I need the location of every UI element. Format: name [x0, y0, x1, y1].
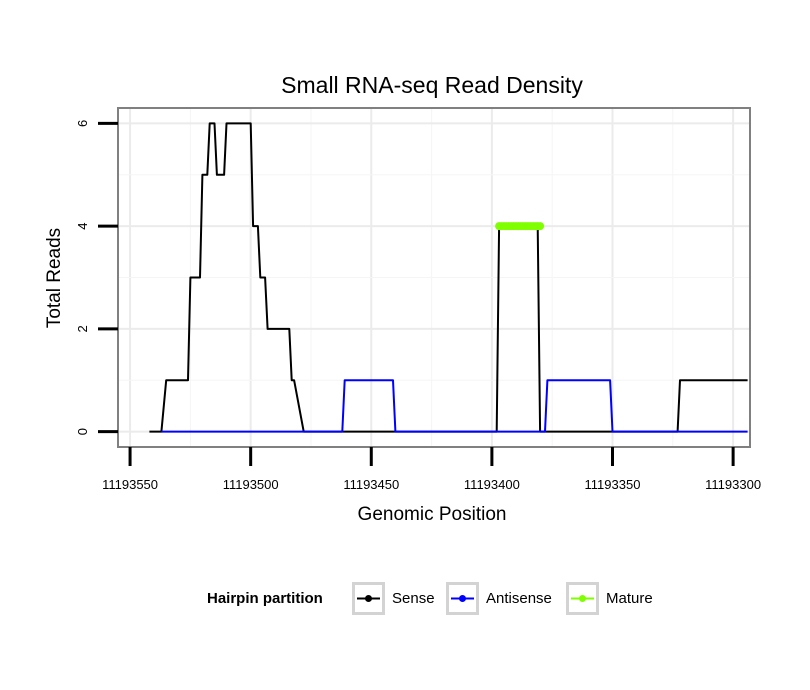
y-tick-label: 0: [75, 428, 90, 435]
legend-label-mature: Mature: [606, 590, 653, 607]
y-axis: 0 2 4 6: [75, 120, 118, 435]
x-axis: 11193550 11193500 11193450 11193400 11193350…: [102, 447, 761, 492]
x-axis-title: Genomic Position: [358, 504, 507, 525]
y-tick-label: 2: [75, 325, 90, 332]
plot-area: [117, 107, 751, 448]
legend-title: Hairpin partition: [207, 590, 323, 607]
series-line-antisense: [161, 379, 748, 433]
y-axis-title: Total Reads: [44, 228, 65, 328]
legend-key-point: [579, 595, 586, 602]
legend: Hairpin partition Sense Antisense Mature: [207, 582, 653, 615]
x-tick-label: 11193450: [343, 477, 399, 492]
x-tick-label: 11193350: [585, 477, 641, 492]
y-tick-label: 6: [75, 120, 90, 127]
x-tick-label: 11193500: [223, 477, 279, 492]
chart-title: Small RNA-seq Read Density: [281, 72, 583, 98]
x-tick-label: 11193550: [102, 477, 158, 492]
plot-border: [117, 107, 751, 448]
x-tick-label: 11193400: [464, 477, 520, 492]
legend-label-antisense: Antisense: [486, 590, 552, 607]
legend-label-sense: Sense: [392, 590, 435, 607]
legend-items: Sense Antisense Mature: [352, 582, 653, 615]
x-tick-label: 11193300: [705, 477, 761, 492]
series-point-mature: [536, 222, 545, 231]
legend-key-point: [365, 595, 372, 602]
y-tick-label: 4: [75, 223, 90, 230]
legend-key-point: [459, 595, 466, 602]
series-layer: [149, 122, 748, 433]
